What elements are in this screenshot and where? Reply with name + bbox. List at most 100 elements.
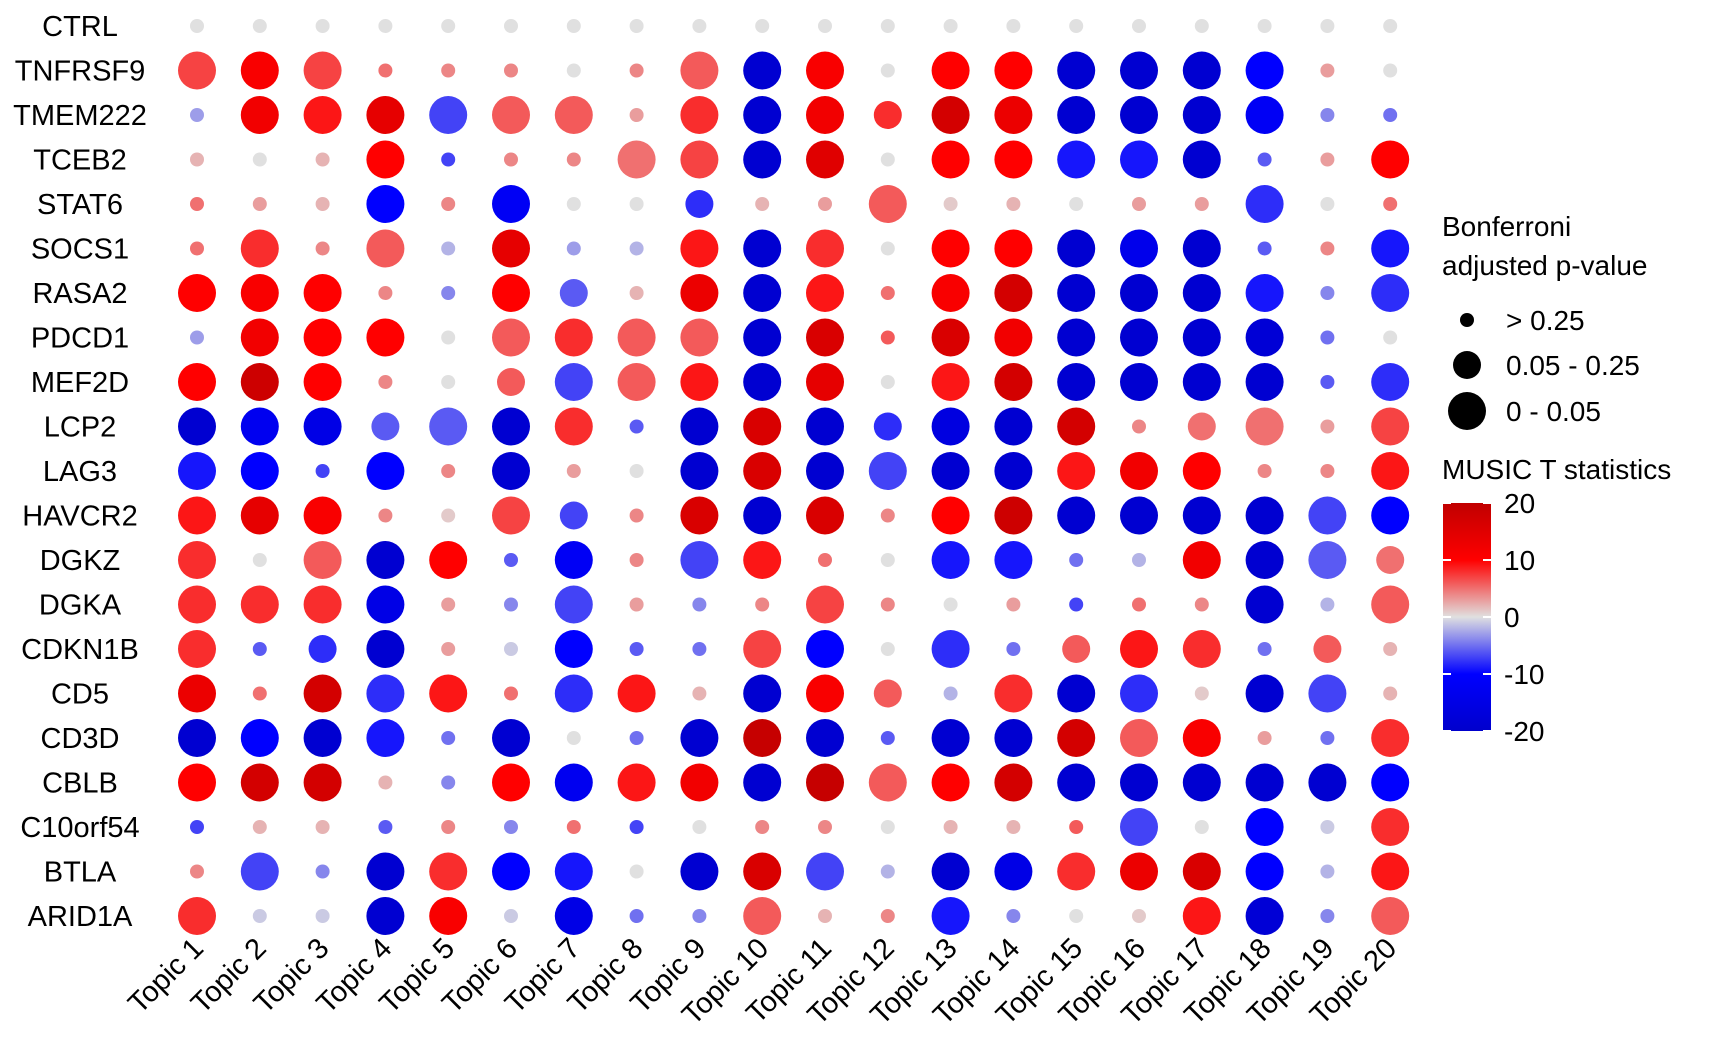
dot-point — [880, 909, 895, 923]
dot-point — [252, 19, 267, 33]
dot-point — [1194, 19, 1209, 33]
dot-point — [1320, 286, 1335, 300]
size-legend-label: 0.05 - 0.25 — [1506, 350, 1640, 381]
dot-point — [1006, 19, 1021, 33]
size-legend-title-line-1: Bonferroni — [1442, 211, 1571, 242]
dot-point — [1120, 852, 1158, 891]
dot-point — [308, 635, 337, 663]
dot-point — [1320, 820, 1335, 834]
color-legend-tick-label: 20 — [1504, 488, 1535, 519]
dot-point — [629, 108, 644, 122]
dot-point — [1057, 763, 1096, 802]
row-label: LCP2 — [44, 412, 117, 444]
dot-point — [931, 363, 970, 401]
dot-point — [1245, 585, 1284, 624]
dot-point — [1245, 496, 1284, 535]
dot-point — [1057, 140, 1096, 179]
dot-point — [1182, 763, 1221, 802]
dot-point — [1371, 585, 1410, 624]
dot-point — [1132, 19, 1146, 33]
row-label: MEF2D — [31, 367, 129, 399]
dot-point — [931, 897, 970, 935]
dot-point — [566, 731, 581, 745]
dot-point — [378, 508, 393, 523]
dot-point — [994, 719, 1033, 757]
dot-point — [504, 686, 518, 701]
dot-point — [1132, 553, 1146, 567]
dot-point — [1194, 197, 1209, 211]
dot-point — [1383, 330, 1398, 345]
dot-point — [303, 763, 342, 802]
dot-point — [303, 96, 342, 134]
dot-point — [554, 763, 593, 802]
dot-point — [680, 274, 719, 312]
dot-point — [378, 19, 393, 33]
dot-point — [178, 363, 216, 401]
dot-point — [178, 541, 216, 579]
dot-point — [1120, 318, 1158, 357]
dot-point — [1182, 452, 1221, 490]
dot-point — [931, 763, 970, 802]
dot-point — [178, 407, 216, 446]
dot-point — [366, 318, 405, 357]
dot-point — [943, 820, 958, 834]
dot-point — [617, 318, 656, 357]
dot-point — [492, 763, 530, 802]
dot-point — [743, 229, 782, 268]
dot-point — [806, 318, 844, 357]
dot-point — [1371, 897, 1410, 935]
dot-point — [806, 140, 844, 179]
dot-point — [315, 464, 330, 478]
dot-point — [240, 407, 279, 446]
row-label: LAG3 — [43, 456, 117, 488]
dot-point — [806, 274, 844, 312]
dot-point — [931, 852, 970, 891]
dot-point — [1383, 686, 1398, 701]
dot-point — [1371, 808, 1410, 846]
dot-point — [617, 763, 656, 802]
dot-point — [1320, 909, 1335, 923]
color-legend-tick-label: -20 — [1504, 716, 1544, 747]
dot-point — [1320, 152, 1335, 167]
dot-point — [366, 897, 405, 935]
dot-point — [366, 96, 405, 134]
dot-point — [994, 452, 1033, 490]
dot-point — [994, 51, 1033, 90]
dot-point — [755, 597, 770, 612]
dot-point — [1120, 274, 1158, 312]
row-label: SOCS1 — [31, 234, 129, 266]
dot-point — [931, 274, 970, 312]
dot-point — [806, 51, 844, 90]
dot-point — [629, 864, 644, 879]
dot-point — [566, 820, 581, 834]
dot-point — [178, 719, 216, 757]
dot-point — [554, 674, 593, 713]
dot-point — [680, 541, 719, 579]
dot-point — [178, 452, 216, 490]
dot-point — [303, 541, 342, 579]
dot-point — [743, 719, 782, 757]
dot-point — [441, 642, 456, 656]
dot-point — [1371, 763, 1410, 802]
dot-point — [559, 501, 588, 530]
dot-point — [931, 407, 970, 446]
dot-point — [315, 864, 330, 879]
dot-point — [441, 731, 456, 745]
dot-grid — [178, 19, 1410, 935]
dot-point — [315, 152, 330, 167]
dot-point — [315, 820, 330, 834]
dot-point — [1120, 363, 1158, 401]
dot-point — [303, 318, 342, 357]
size-legend-label: 0 - 0.05 — [1506, 396, 1601, 427]
dot-point — [873, 101, 902, 129]
dot-point — [629, 731, 644, 745]
row-label: CD5 — [51, 679, 109, 711]
dot-point — [178, 763, 216, 802]
dot-point — [1057, 407, 1096, 446]
dot-point — [190, 864, 204, 879]
dot-point — [429, 674, 468, 713]
dot-point — [743, 274, 782, 312]
dot-point — [240, 852, 279, 891]
dot-point — [880, 553, 895, 567]
